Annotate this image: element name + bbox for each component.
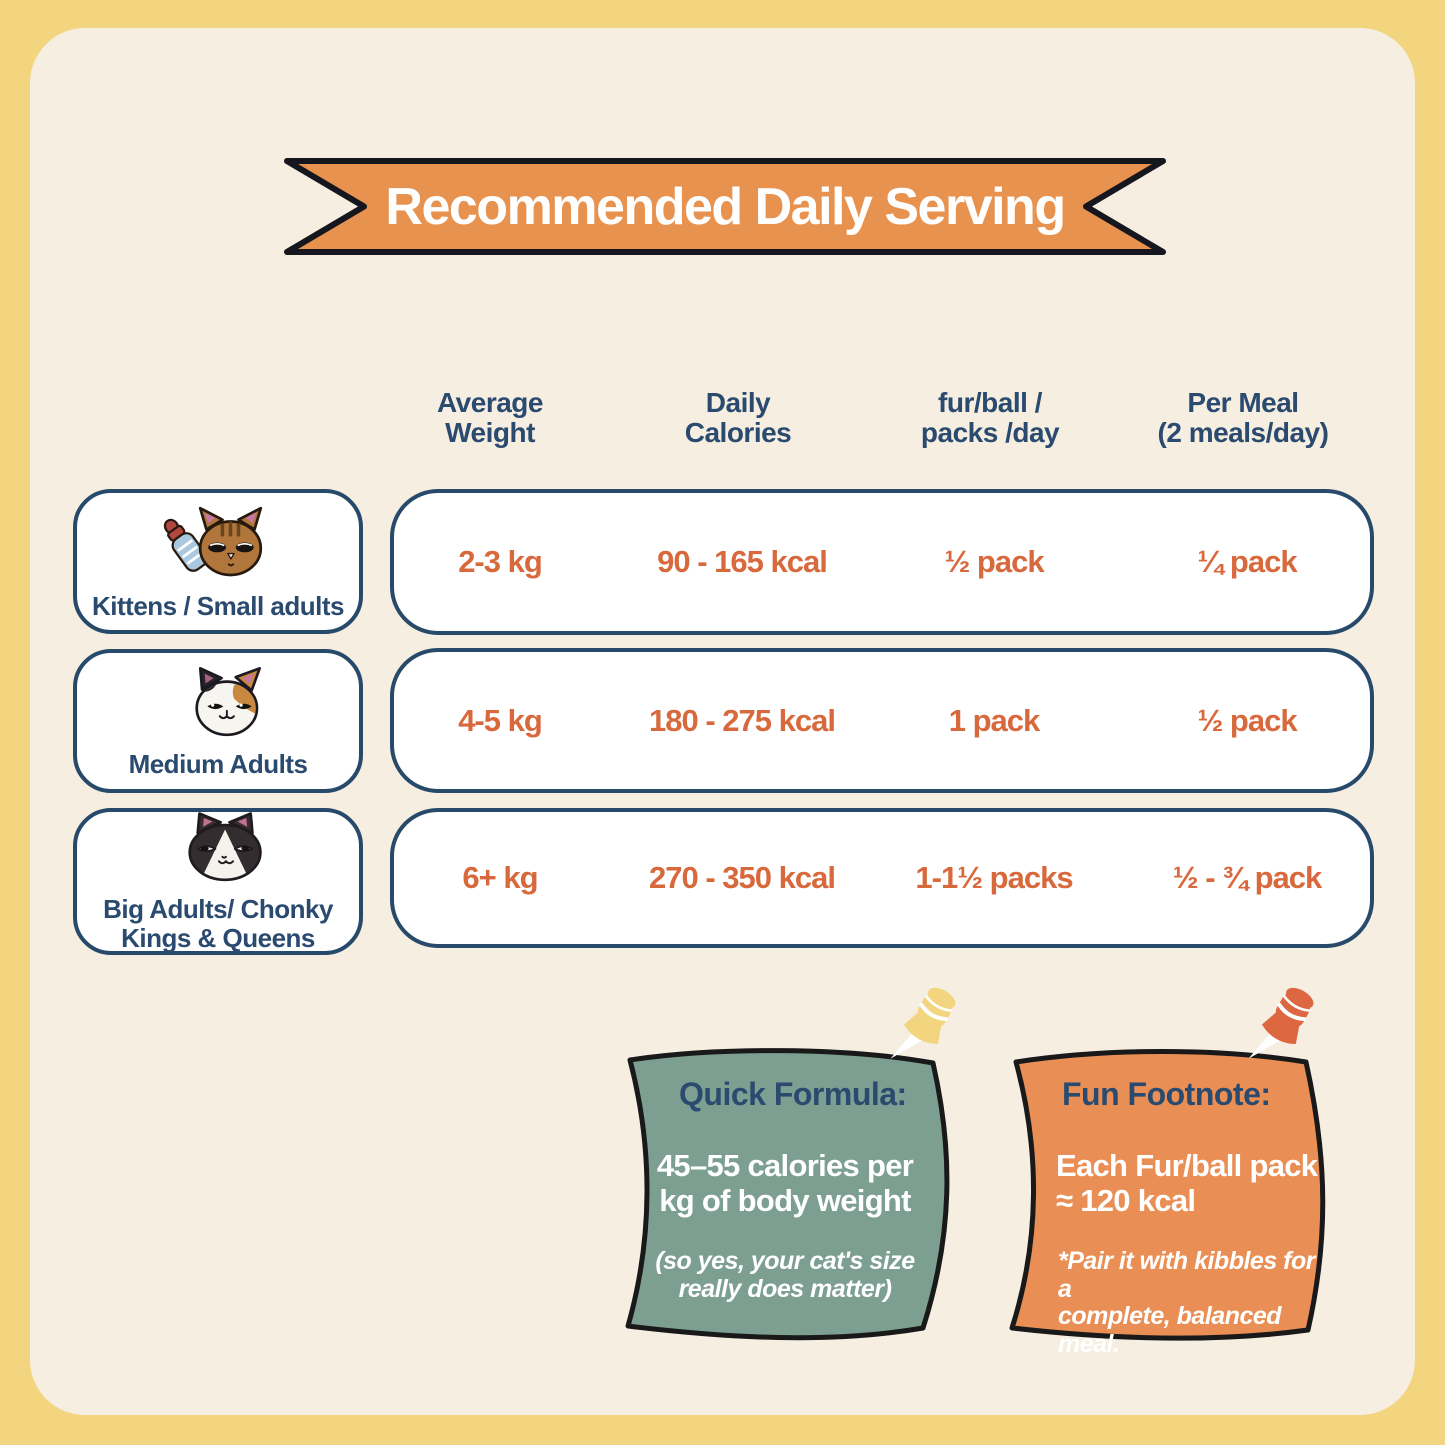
note-body: Each Fur/ball pack ≈ 120 kcal bbox=[1056, 1148, 1318, 1219]
curved-paper-shape bbox=[625, 1048, 950, 1341]
title-ribbon: Recommended Daily Serving bbox=[280, 153, 1170, 260]
table-row-medium-adults: 4-5 kg 180 - 275 kcal 1 pack ½ pack bbox=[390, 648, 1374, 793]
cell-daily-calories: 90 - 165 kcal bbox=[657, 544, 828, 579]
note-footnote: (so yes, your cat's size really does mat… bbox=[655, 1247, 915, 1303]
category-card-medium-adults: Medium Adults bbox=[73, 649, 363, 793]
ribbon-banner-shape bbox=[284, 158, 1166, 255]
pushpin-icon-orange bbox=[1242, 980, 1322, 1080]
column-header-packs-per-day: fur/ball / packs /day bbox=[920, 387, 1060, 449]
table-row-big-adults: 6+ kg 270 - 350 kcal 1-1½ packs ½ - ¾ pa… bbox=[390, 808, 1374, 948]
curved-paper-shape bbox=[1009, 1049, 1326, 1341]
cell-per-meal: ¼ pack bbox=[1197, 544, 1297, 579]
cell-per-meal: ½ pack bbox=[1197, 702, 1297, 738]
cell-per-meal: ½ - ¾ pack bbox=[1172, 860, 1323, 895]
category-label: Big Adults/ Chonky Kings & Queens bbox=[103, 893, 333, 953]
column-header-per-meal: Per Meal (2 meals/day) bbox=[1157, 387, 1329, 449]
cell-packs-per-day: 1-1½ packs bbox=[915, 860, 1073, 895]
tuxedo-chonky-cat-icon bbox=[160, 810, 276, 891]
category-card-kittens: Kittens / Small adults bbox=[73, 489, 363, 634]
table-row-kittens: 2-3 kg 90 - 165 kcal ½ pack ¼ pack bbox=[390, 489, 1374, 635]
calico-cat-icon bbox=[162, 663, 274, 746]
cell-daily-calories: 270 - 350 kcal bbox=[649, 860, 836, 895]
note-heading: Fun Footnote: bbox=[1062, 1076, 1271, 1112]
category-label: Kittens / Small adults bbox=[92, 591, 344, 622]
note-card-quick-formula: Quick Formula: 45–55 calories per kg of … bbox=[615, 1036, 955, 1351]
note-heading: Quick Formula: bbox=[679, 1076, 907, 1112]
cell-average-weight: 6+ kg bbox=[462, 860, 538, 895]
pushpin-icon-yellow bbox=[884, 980, 964, 1080]
kitten-with-bottle-icon bbox=[158, 501, 278, 588]
cell-packs-per-day: ½ pack bbox=[944, 544, 1044, 579]
column-header-daily-calories: Daily Calories bbox=[684, 387, 792, 449]
category-card-big-adults: Big Adults/ Chonky Kings & Queens bbox=[73, 808, 363, 955]
cell-daily-calories: 180 - 275 kcal bbox=[649, 702, 836, 738]
page-title: Recommended Daily Serving bbox=[385, 177, 1066, 236]
cell-packs-per-day: 1 pack bbox=[948, 702, 1041, 738]
note-footnote: *Pair it with kibbles for a complete, ba… bbox=[1058, 1247, 1316, 1358]
cell-average-weight: 4-5 kg bbox=[458, 702, 543, 738]
note-body: 45–55 calories per kg of body weight bbox=[656, 1148, 914, 1219]
category-label: Medium Adults bbox=[128, 748, 308, 779]
note-card-fun-footnote: Fun Footnote: Each Fur/ball pack ≈ 120 k… bbox=[998, 1036, 1328, 1357]
cell-average-weight: 2-3 kg bbox=[458, 544, 543, 579]
column-header-average-weight: Average Weight bbox=[437, 387, 543, 449]
